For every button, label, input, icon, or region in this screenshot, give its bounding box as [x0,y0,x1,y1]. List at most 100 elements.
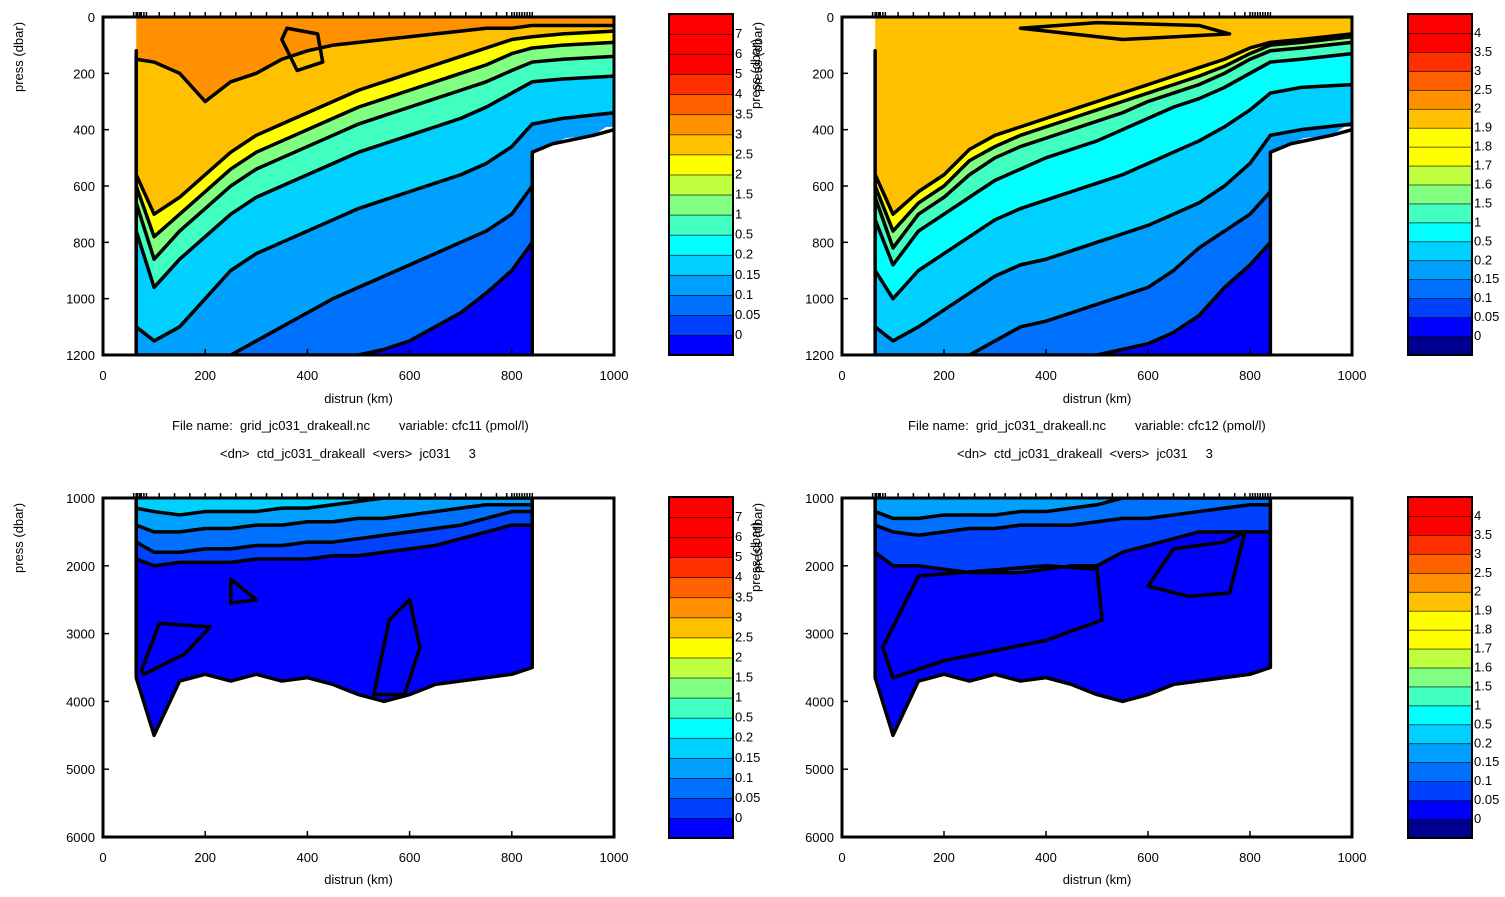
colorbar-level-label: 0 [735,327,742,342]
colorbar-level-label: 0 [1474,811,1481,826]
colorbar-level-label: 0.5 [735,710,753,725]
x-tick-label: 200 [933,850,955,865]
colorbar-level-label: 1 [1474,697,1481,712]
y-tick-label: 600 [73,179,95,194]
colorbar-level-label: 0.5 [1474,233,1492,248]
y-tick-label: 800 [73,235,95,250]
colorbar-swatch [1407,496,1473,517]
x-tick-label: 0 [838,850,845,865]
colorbar-level-label: 4 [1474,508,1481,523]
colorbar-swatch [668,617,734,639]
x-tick-label: 800 [1239,368,1261,383]
file-header-right: File name: grid_jc031_drakeall.nc variab… [908,418,1266,433]
dn-header-left: <dn> ctd_jc031_drakeall <vers> jc031 3 [220,446,476,461]
y-tick-label: 1200 [66,348,95,363]
x-tick-label: 800 [501,850,523,865]
colorbar-swatch [1407,146,1473,167]
colorbar-swatch [1407,259,1473,281]
colorbar-level-label: 0.05 [735,790,760,805]
colorbar-level-label: 0.1 [1474,773,1492,788]
colorbar-level-label: 1.8 [1474,139,1492,154]
colorbar-level-label: 3.5 [1474,44,1492,59]
colorbar-level-label: 1.5 [1474,678,1492,693]
colorbar-swatch [1407,799,1473,820]
x-tick-label: 200 [933,368,955,383]
y-tick-label: 4000 [66,694,95,709]
colorbar-level-label: 1.5 [735,187,753,202]
colorbar-swatch [1407,297,1473,318]
colorbar-label: press (dbar) [748,39,763,109]
colorbar-level-label: 0.2 [735,247,753,262]
x-tick-label: 1000 [1338,850,1367,865]
y-axis-label: press (dbar) [750,22,765,92]
colorbar-swatch [668,556,734,579]
colorbar-level-label: 2.5 [1474,565,1492,580]
colorbar-level-label: 0.15 [735,750,760,765]
colorbar-frame [1407,13,1473,356]
colorbar-level-label: 0.2 [1474,252,1492,267]
colorbar-swatch [668,737,734,759]
y-tick-label: 5000 [805,762,834,777]
colorbar-level-label: 0.2 [1474,735,1492,750]
y-tick-label: 600 [812,179,834,194]
plot-area [873,498,1273,738]
colorbar-level-label: 0.1 [735,770,753,785]
colorbar-level-label: 3.5 [735,589,753,604]
colorbar-level-label: 2 [1474,101,1481,116]
colorbar-level-label: 6 [735,46,742,61]
colorbar-swatch [668,274,734,296]
colorbar-level-label: 1.7 [1474,641,1492,656]
colorbar-swatch [1407,629,1473,650]
colorbar-swatch [668,154,734,176]
colorbar-level-label: 0.1 [735,287,753,302]
colorbar-swatch [668,657,734,679]
x-tick-label: 400 [297,368,319,383]
colorbar-level-label: 3 [1474,63,1481,78]
colorbar-swatch [668,314,734,336]
y-tick-label: 2000 [805,559,834,574]
colorbar-level-label: 0.05 [1474,792,1499,807]
colorbar-swatch [668,113,734,136]
y-tick-label: 3000 [66,627,95,642]
plot-area [134,498,534,738]
colorbar-level-label: 3 [735,609,742,624]
colorbar-level-label: 1.5 [735,670,753,685]
colorbar-swatch [1407,686,1473,707]
y-tick-label: 1000 [805,491,834,506]
colorbar-level-label: 3 [735,126,742,141]
colorbar-swatch [1407,780,1473,801]
x-axis-label: distrun (km) [324,391,393,406]
colorbar-swatch [668,214,734,236]
colorbar: 0 0.05 0.1 0.15 0.2 0.5 1 1.5 2 2.5 3 3.5 4 5 6 7 press … [668,13,763,356]
x-axis-label: distrun (km) [1063,872,1132,887]
x-tick-label: 0 [99,850,106,865]
y-tick-label: 1200 [805,348,834,363]
colorbar-frame [1407,496,1473,839]
colorbar-level-label: 4 [735,569,742,584]
x-tick-label: 600 [399,368,421,383]
x-tick-label: 800 [1239,850,1261,865]
colorbar-level-label: 1.7 [1474,158,1492,173]
colorbar-swatch [668,817,734,839]
y-tick-label: 6000 [805,830,834,845]
colorbar-level-label: 3.5 [735,106,753,121]
colorbar-frame [668,13,734,356]
colorbar-swatch [1407,241,1473,262]
colorbar-swatch [668,254,734,276]
x-tick-label: 0 [838,368,845,383]
colorbar-swatch [1407,89,1473,110]
colorbar-label: press (dbar) [748,522,763,592]
colorbar-swatch [668,234,734,256]
colorbar-level-label: 0.5 [735,227,753,242]
x-tick-label: 800 [501,368,523,383]
x-axis-label: distrun (km) [324,872,393,887]
colorbar-swatch [1407,705,1473,726]
colorbar-swatch [1407,572,1473,593]
y-axis-label: press (dbar) [750,503,765,573]
y-tick-label: 1000 [66,292,95,307]
colorbar-swatch [1407,648,1473,669]
x-tick-label: 400 [1035,850,1057,865]
x-tick-label: 200 [194,850,216,865]
colorbar-level-label: 4 [1474,25,1481,40]
colorbar-level-label: 0.15 [1474,271,1499,286]
